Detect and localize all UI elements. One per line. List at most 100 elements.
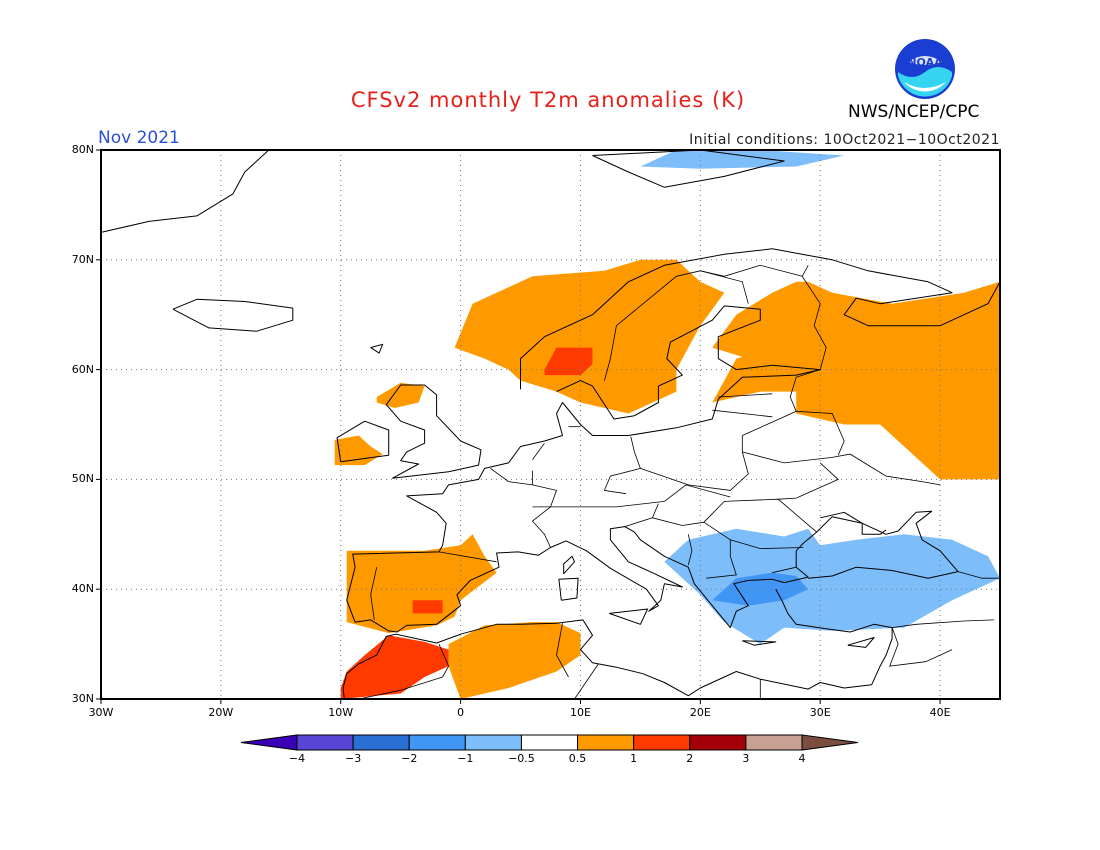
border-1 — [370, 567, 378, 620]
coastline-baltic-sweden — [556, 305, 821, 420]
coastline-black-sea-north — [820, 511, 887, 535]
lat-tick-label: 30N — [71, 692, 94, 705]
coastline-faroe — [370, 343, 384, 354]
map-title: CFSv2 monthly T2m anomalies (K) — [350, 88, 746, 112]
colorbar-segment — [464, 734, 522, 751]
colorbar-segment — [520, 734, 579, 751]
anomaly-region-north-africa-warm — [448, 622, 581, 699]
lat-tick-label: 80N — [71, 143, 94, 156]
coastline-corsica — [563, 555, 575, 575]
lon-tick-label: 40E — [929, 706, 951, 719]
coastline-cyprus — [847, 637, 875, 648]
lon-tick-label: 30E — [809, 706, 831, 719]
border-11 — [624, 517, 653, 527]
border-3 — [532, 442, 545, 460]
colorbar-level-label: −2 — [401, 752, 418, 765]
border-10 — [651, 501, 725, 526]
forecast-month: Nov 2021 — [98, 128, 180, 148]
border-8 — [640, 435, 749, 491]
colorbar-level-label: 2 — [686, 752, 694, 765]
coastline-sardinia — [558, 577, 579, 601]
colorbar-level-label: 1 — [630, 752, 638, 765]
colorbar-level-label: −0.5 — [508, 752, 535, 765]
border-13 — [703, 521, 737, 579]
coastline-scandinavia — [520, 248, 1001, 390]
colorbar-segment — [296, 734, 354, 751]
colorbar-low-arrow — [240, 734, 298, 751]
colorbar-level-label: 0.5 — [568, 752, 587, 765]
anomaly-region-scotland-warm — [376, 382, 425, 408]
border-9 — [664, 484, 731, 502]
coastline-turkey-south — [342, 588, 893, 700]
colorbar-segment — [633, 734, 691, 751]
colorbar-level-label: 4 — [798, 752, 806, 765]
lat-tick-label: 60N — [71, 362, 94, 376]
anomaly-region-iberia-warm — [346, 534, 497, 634]
border-28 — [889, 627, 953, 667]
country-borders — [358, 264, 1000, 700]
anomaly-region-norway-hot — [544, 347, 593, 376]
colorbar-segment — [689, 734, 747, 751]
border-31 — [574, 663, 599, 700]
anomaly-region-ireland-warm — [334, 435, 383, 466]
border-25 — [700, 270, 749, 304]
colorbar-level-label: −1 — [457, 752, 474, 765]
colorbar-segment — [352, 734, 410, 751]
anomaly-region-morocco-hot — [340, 635, 449, 699]
border-32 — [556, 623, 569, 678]
lat-tick-label: 50N — [71, 472, 94, 486]
border-12 — [687, 534, 693, 566]
anomaly-region-balkans-turkey-cool — [664, 528, 1000, 645]
anomaly-region-scandinavia-warm — [454, 259, 725, 414]
border-24 — [604, 270, 701, 381]
coastline-greenland — [100, 149, 270, 233]
border-18 — [718, 393, 773, 398]
lon-tick-label: 10W — [328, 706, 354, 719]
anomaly-region-greece-cool — [712, 572, 809, 606]
colorbar-segment — [745, 734, 803, 751]
border-34 — [358, 676, 443, 700]
coastline-sicily — [609, 608, 649, 625]
colorbar-segment — [408, 734, 466, 751]
axis-ticks — [96, 149, 941, 704]
anomaly-region-svalbard-cool — [640, 150, 845, 169]
lon-tick-label: 20W — [208, 706, 234, 719]
border-29 — [957, 571, 1000, 579]
border-27 — [892, 619, 995, 628]
border-26 — [772, 566, 797, 574]
border-15 — [724, 498, 817, 533]
lat-tick-label: 70N — [71, 252, 94, 266]
anomaly-region-russia-warm — [712, 281, 1000, 480]
colorbar — [240, 734, 859, 751]
border-21 — [796, 410, 845, 456]
lon-tick-label: 20E — [689, 706, 711, 719]
border-33 — [438, 643, 450, 678]
agency-label: NWS/NCEP/CPC — [848, 102, 980, 122]
lon-tick-label: 10E — [569, 706, 591, 719]
map-frame — [100, 149, 1001, 700]
lon-tick-label: 0 — [457, 706, 465, 719]
lat-tick-label: 40N — [71, 582, 94, 596]
border-0 — [438, 551, 497, 563]
border-6 — [532, 501, 665, 508]
coastline-ireland — [336, 420, 390, 463]
colorbar-level-label: 3 — [742, 752, 750, 765]
initial-conditions: Initial conditions: 10Oct2021−10Oct2021 — [689, 132, 1000, 148]
border-2 — [490, 468, 558, 548]
lon-tick-label: 30W — [88, 706, 114, 719]
colorbar-level-label: −3 — [345, 752, 362, 765]
border-7 — [603, 436, 641, 495]
coastline-europe-north-coast — [346, 369, 959, 633]
border-17 — [712, 409, 773, 418]
colorbar-high-arrow — [801, 734, 859, 751]
border-19 — [742, 451, 941, 486]
coastline-great-britain — [385, 384, 482, 479]
noaa-logo: NOAA — [895, 39, 955, 99]
colorbar-segment — [577, 734, 635, 751]
coastline-crete — [742, 640, 777, 646]
border-14 — [730, 539, 804, 550]
anomaly-regions — [334, 150, 1000, 699]
anomaly-region-iberia-hot — [412, 600, 443, 614]
border-20 — [778, 462, 839, 500]
